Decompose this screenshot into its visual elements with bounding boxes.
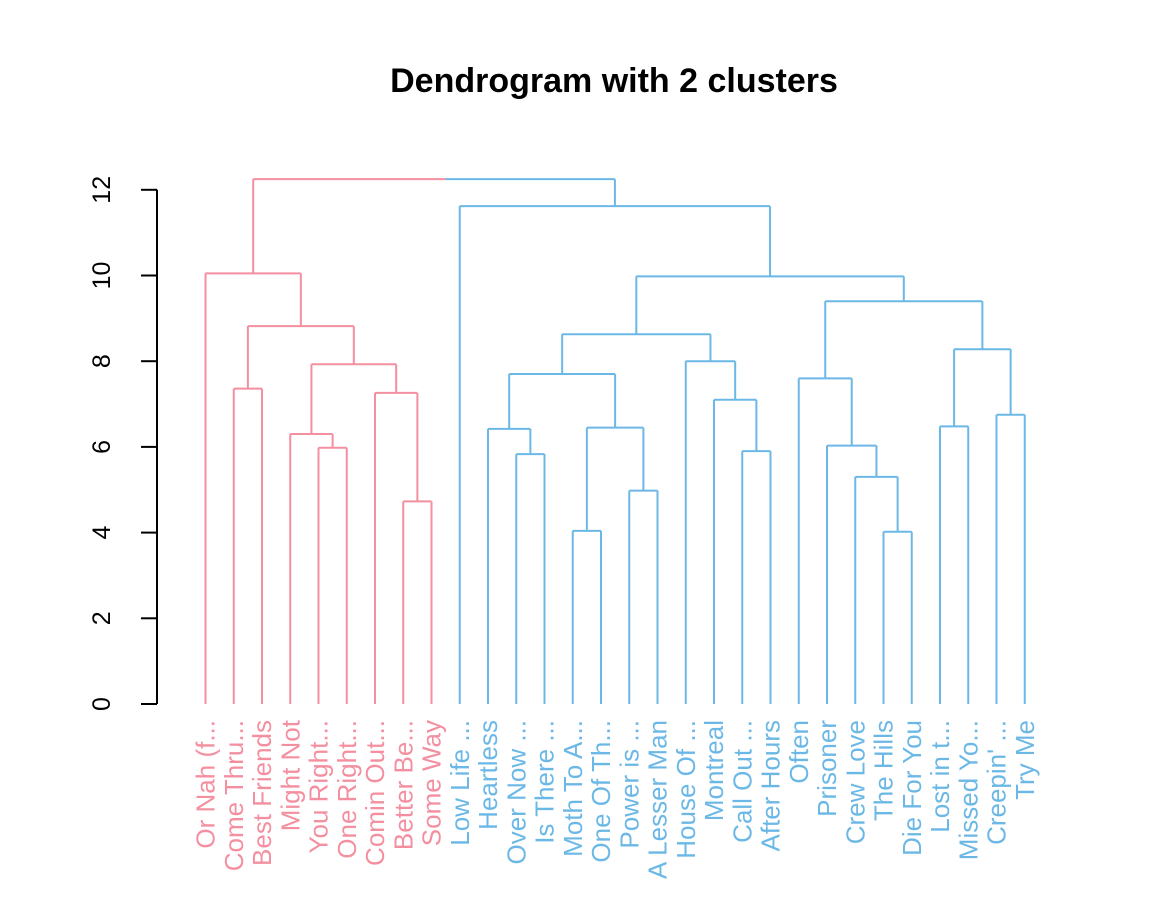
- leaf-label: You Right...: [304, 720, 334, 853]
- leaf-label: After Hours: [756, 720, 786, 852]
- leaf-label: Or Nah (f...: [191, 720, 221, 849]
- leaf-label: Prisoner: [812, 720, 842, 817]
- leaf-label: Is There ...: [530, 720, 560, 844]
- leaf-label: Die For You: [897, 720, 927, 856]
- leaf-label: The Hills: [869, 720, 899, 821]
- leaf-label: Missed Yo...: [953, 720, 983, 860]
- leaf-label: Moth To A...: [558, 720, 588, 857]
- y-tick-label: 2: [88, 611, 116, 625]
- leaf-label: Lost in t...: [925, 720, 955, 833]
- leaf-label: One Of Th...: [586, 720, 616, 863]
- dendrogram-branches: [204, 178, 1026, 704]
- chart-title: Dendrogram with 2 clusters: [390, 62, 838, 100]
- leaf-label: Better Be...: [388, 720, 418, 850]
- leaf-label: Montreal: [699, 720, 729, 821]
- leaf-label: A Lesser Man: [643, 720, 673, 879]
- y-tick-label: 0: [88, 697, 116, 711]
- leaf-label: House Of ...: [671, 720, 701, 859]
- leaf-label: Creepin' ...: [982, 720, 1012, 845]
- leaf-label: Crew Love: [840, 720, 870, 844]
- leaf-labels: Or Nah (f...Come Thru...Best FriendsMigh…: [191, 719, 1040, 879]
- leaf-label: Call Out ...: [727, 720, 757, 843]
- y-axis: 0 2 4 6 8 10 12: [88, 176, 158, 711]
- leaf-label: One Right...: [332, 720, 362, 859]
- leaf-label: Heartless: [473, 720, 503, 830]
- leaf-label: Power is ...: [614, 720, 644, 849]
- leaf-label: Some Way: [417, 720, 447, 846]
- leaf-label: Try Me: [1010, 720, 1040, 800]
- leaf-label: Often: [784, 720, 814, 784]
- leaf-label: Low Life ...: [445, 720, 475, 846]
- leaf-label: Come Thru...: [219, 720, 249, 871]
- leaf-label: Best Friends: [247, 720, 277, 866]
- y-tick-label: 8: [88, 354, 116, 368]
- leaf-label: Comin Out...: [360, 720, 390, 866]
- y-tick-label: 6: [88, 440, 116, 454]
- y-tick-label: 4: [88, 526, 116, 540]
- leaf-label: Over Now ...: [501, 720, 531, 864]
- y-tick-label: 10: [88, 262, 116, 290]
- leaf-label: Might Not: [275, 719, 305, 831]
- y-tick-label: 12: [88, 176, 116, 204]
